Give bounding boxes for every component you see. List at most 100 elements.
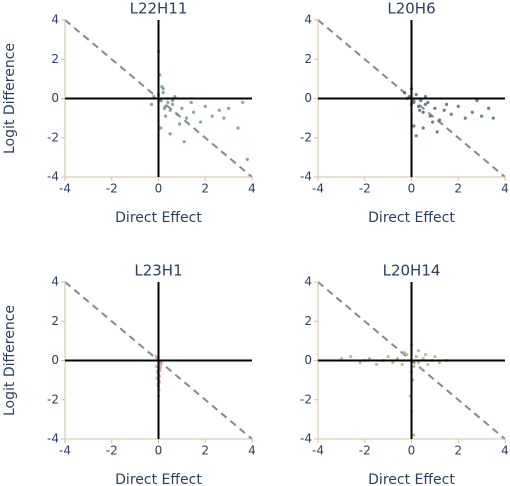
x-tick-label: 4 xyxy=(501,444,509,458)
point xyxy=(442,108,446,112)
point xyxy=(475,98,479,103)
x-tick-label: 2 xyxy=(201,444,209,458)
point xyxy=(423,102,428,106)
point xyxy=(173,94,177,99)
point xyxy=(339,356,343,361)
point xyxy=(159,362,163,367)
y-tick-label: -4 xyxy=(47,432,59,446)
point xyxy=(163,114,168,118)
point xyxy=(400,362,404,367)
x-axis-label: Direct Effect xyxy=(368,472,455,486)
y-tick-label: -2 xyxy=(47,392,59,406)
point xyxy=(430,120,435,124)
x-tick-label: 2 xyxy=(454,444,462,458)
y-tick-label: -2 xyxy=(300,130,312,144)
point xyxy=(428,114,432,118)
point xyxy=(349,354,353,359)
y-axis-label: Logit Difference xyxy=(2,305,18,416)
y-tick-label: 0 xyxy=(51,91,59,105)
x-tick-label: -2 xyxy=(106,182,118,196)
point xyxy=(487,106,491,110)
point xyxy=(180,106,184,110)
point xyxy=(437,360,442,365)
point xyxy=(414,134,418,138)
point xyxy=(159,98,163,103)
point xyxy=(152,94,156,99)
point xyxy=(463,116,467,120)
x-tick-label: 4 xyxy=(248,182,256,196)
y-tick-label: -4 xyxy=(47,170,59,184)
point xyxy=(412,364,416,368)
point xyxy=(412,124,416,128)
point xyxy=(170,102,175,106)
y-tick-label: -2 xyxy=(47,130,59,144)
point xyxy=(407,94,411,99)
x-tick-label: -4 xyxy=(59,182,71,196)
point xyxy=(391,360,395,365)
y-tick-label: 2 xyxy=(51,52,59,66)
point xyxy=(217,108,221,112)
point xyxy=(402,351,407,355)
point xyxy=(395,356,400,361)
point xyxy=(245,157,249,161)
x-tick-label: 2 xyxy=(201,182,209,196)
point xyxy=(177,122,182,126)
point xyxy=(168,132,172,136)
point xyxy=(241,100,245,105)
y-tick-label: 2 xyxy=(304,314,312,328)
x-tick-label: -4 xyxy=(312,444,324,458)
y-tick-label: -4 xyxy=(300,170,312,184)
x-tick-label: 0 xyxy=(155,182,163,196)
point xyxy=(184,116,189,120)
point xyxy=(236,126,240,130)
point xyxy=(168,108,172,112)
point xyxy=(449,112,453,116)
point xyxy=(162,106,166,110)
subplot-title: L23H1 xyxy=(134,262,182,280)
x-tick-label: -2 xyxy=(106,444,118,458)
point xyxy=(160,85,164,89)
x-tick-label: -2 xyxy=(359,444,371,458)
point xyxy=(414,92,418,97)
y-tick-label: 2 xyxy=(304,52,312,66)
x-tick-label: 4 xyxy=(248,444,256,458)
point xyxy=(170,98,175,103)
x-axis-label: Direct Effect xyxy=(115,210,202,226)
x-tick-label: -4 xyxy=(312,182,324,196)
point xyxy=(416,349,421,353)
point xyxy=(222,116,226,120)
point xyxy=(155,364,159,368)
y-tick-label: 0 xyxy=(304,91,312,105)
x-tick-label: 0 xyxy=(408,444,416,458)
point xyxy=(227,106,231,110)
point xyxy=(470,110,474,114)
point xyxy=(444,102,449,106)
point xyxy=(203,104,207,108)
x-tick-label: 2 xyxy=(454,182,462,196)
point xyxy=(421,126,425,130)
y-tick-label: 4 xyxy=(304,275,312,289)
y-tick-label: 4 xyxy=(51,13,59,27)
point xyxy=(405,353,409,357)
x-tick-label: 4 xyxy=(501,182,509,196)
point xyxy=(386,354,390,359)
point xyxy=(491,116,495,120)
point xyxy=(149,102,154,106)
point xyxy=(419,98,423,103)
y-tick-label: -4 xyxy=(300,432,312,446)
point xyxy=(402,91,407,95)
x-tick-label: -2 xyxy=(359,182,371,196)
subplot-title: L20H6 xyxy=(387,0,435,18)
point xyxy=(437,118,442,122)
point xyxy=(435,130,439,134)
point xyxy=(189,100,193,105)
point xyxy=(367,356,372,361)
point xyxy=(158,365,162,369)
point xyxy=(426,362,430,367)
y-tick-label: 2 xyxy=(51,314,59,328)
point xyxy=(182,140,186,144)
x-tick-label: -4 xyxy=(59,444,71,458)
point xyxy=(159,126,163,130)
point xyxy=(198,120,203,124)
y-tick-label: 0 xyxy=(51,353,59,367)
